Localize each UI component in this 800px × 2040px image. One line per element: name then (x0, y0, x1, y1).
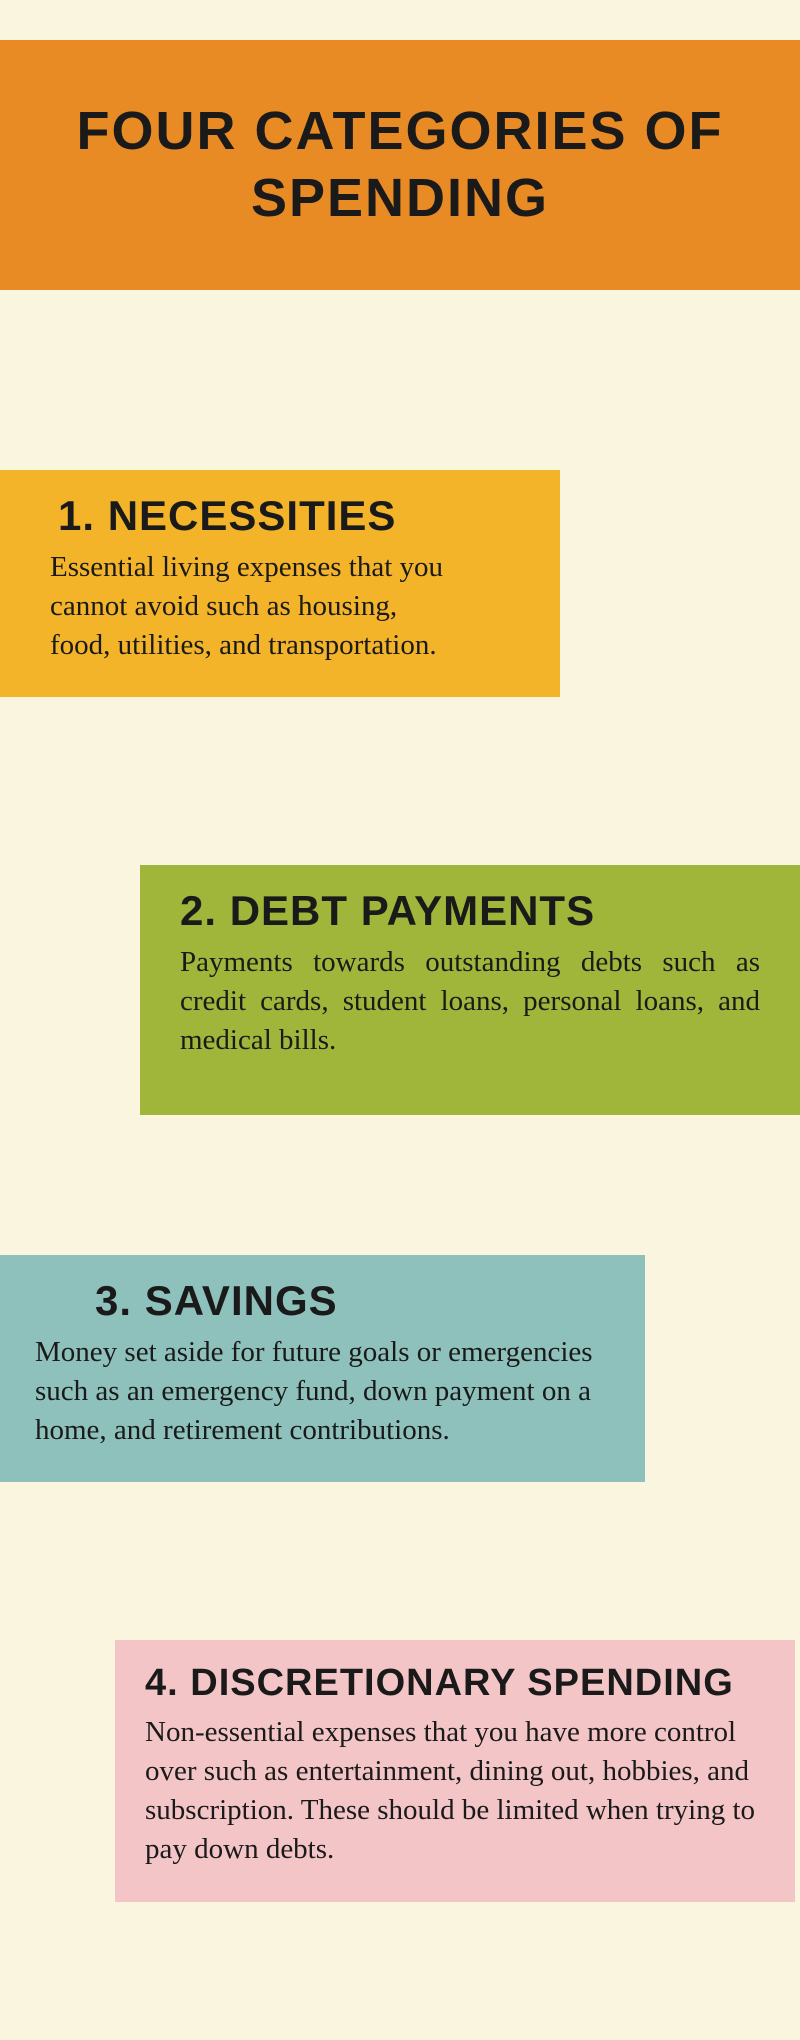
card-body: Non-essential expenses that you have mor… (145, 1713, 770, 1870)
card-discretionary: 4. DISCRETIONARY SPENDING Non-essential … (115, 1640, 795, 1902)
page-title: FOUR CATEGORIES OF SPENDING (0, 98, 800, 233)
card-title: 3. SAVINGS (35, 1277, 595, 1325)
card-savings: 3. SAVINGS Money set aside for future go… (0, 1255, 645, 1482)
card-number: 1. (58, 492, 95, 539)
card-title: 1. NECESSITIES (50, 492, 460, 540)
card-heading: DISCRETIONARY SPENDING (190, 1662, 734, 1704)
card-body: Essential living expenses that you canno… (50, 548, 460, 665)
card-body: Payments towards outstanding debts such … (180, 943, 760, 1060)
card-number: 4. (145, 1662, 179, 1704)
card-body: Money set aside for future goals or emer… (35, 1333, 595, 1450)
card-heading: NECESSITIES (108, 492, 397, 539)
card-debt-payments: 2. DEBT PAYMENTS Payments towards outsta… (140, 865, 800, 1115)
card-heading: DEBT PAYMENTS (230, 887, 595, 934)
card-necessities: 1. NECESSITIES Essential living expenses… (0, 470, 560, 697)
card-title: 4. DISCRETIONARY SPENDING (145, 1662, 770, 1705)
card-number: 3. (95, 1277, 132, 1324)
header-banner: FOUR CATEGORIES OF SPENDING (0, 40, 800, 290)
card-title: 2. DEBT PAYMENTS (180, 887, 760, 935)
card-number: 2. (180, 887, 217, 934)
card-heading: SAVINGS (145, 1277, 338, 1324)
